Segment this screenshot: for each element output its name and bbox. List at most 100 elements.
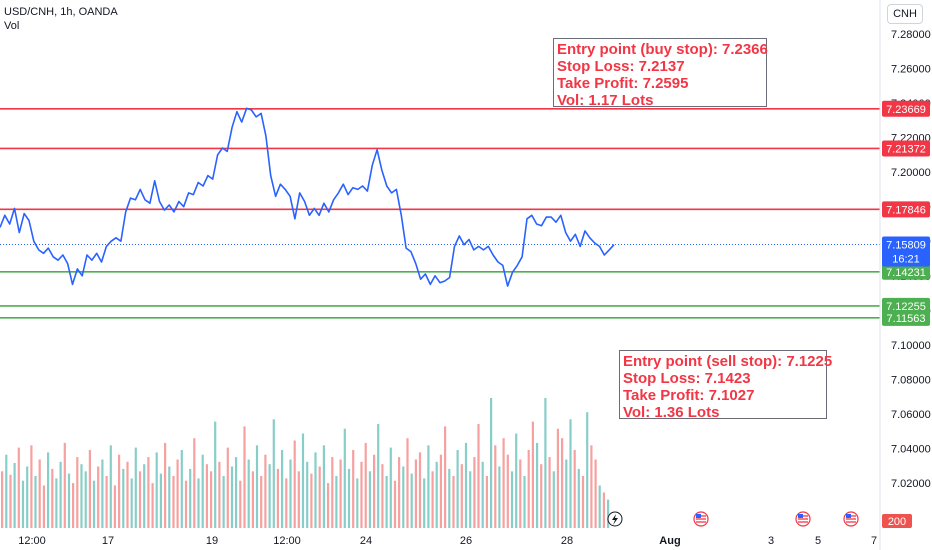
volume-bar [343,428,346,528]
volume-bar [398,457,401,528]
y-tick-label: 7.02000 [891,478,931,490]
event-markers[interactable] [607,511,859,527]
note-line: Stop Loss: 7.1423 [623,370,751,387]
us-flag-canton [846,514,851,518]
time-axis[interactable]: 12:00 17 19 12:00 24 26 28 Aug 3 5 7 [18,535,877,547]
volume-bar [172,476,175,528]
volume-bar [21,480,25,528]
price-line[interactable] [0,107,615,287]
volume-axis-tag [882,514,912,528]
volume-bar [67,473,71,528]
volume-bar [515,433,518,528]
volume-legend[interactable]: Vol [4,20,20,32]
y-tick-label: 7.04000 [891,443,931,455]
level-price-label: 7.21372 [886,143,926,155]
volume-bar [76,457,79,528]
volume-bar [97,466,100,528]
x-tick-label: 7 [871,535,877,547]
buy-stop-note[interactable]: Entry point (buy stop): 7.2366 Stop Loss… [553,38,768,109]
volume-bar [347,468,351,528]
volume-bar [607,499,610,528]
x-tick-label: 3 [768,535,774,547]
volume-bar [464,442,468,528]
volume-bar [92,480,96,528]
volume-bar [226,447,229,528]
volume-bar [460,464,463,528]
volume-bar [502,438,505,528]
currency-button[interactable]: CNH [887,4,923,24]
volume-bar [327,483,330,528]
volume-bar [42,485,45,528]
volume-bar [431,471,434,528]
x-tick-label: 12:00 [273,535,301,547]
symbol-title[interactable]: USD/CNH, 1h, OANDA [4,6,118,18]
volume-bar [113,485,116,528]
volume-bar [251,471,254,528]
y-tick-label: 7.20000 [891,167,931,179]
note-line: Take Profit: 7.1027 [623,387,755,404]
volume-bar [423,478,426,528]
volume-bar [314,452,317,528]
sell-stop-note[interactable]: Entry point (sell stop): 7.1225 Stop Los… [619,350,832,421]
volume-bar [448,468,451,528]
volume-bar [410,473,413,528]
volume-bar [5,454,8,528]
volume-bar [418,452,422,528]
volume-bar [485,476,488,528]
volume-bar [214,421,217,528]
volume-bar [360,461,363,528]
x-tick-label: 28 [561,535,573,547]
last-price-tag[interactable] [882,236,930,267]
price-axis[interactable]: 7.280007.260007.240007.220007.200007.180… [879,0,931,550]
volume-bar [594,459,597,528]
volume-bar [205,464,208,528]
volume-bar [373,454,376,528]
volume-bar [331,457,334,528]
volume-bars [1,398,610,528]
volume-bar [540,464,543,528]
x-tick-label: 24 [360,535,372,547]
volume-bar [143,464,146,528]
volume-bar [506,454,509,528]
volume-bar [147,457,150,528]
volume-bar [456,450,459,528]
x-tick-label: 5 [815,535,821,547]
lightning-icon[interactable] [607,511,623,527]
us-flag-icon[interactable] [795,511,811,527]
volume-bar [602,492,605,528]
volume-bar [289,459,292,528]
us-flag-icon[interactable] [693,511,709,527]
y-tick-label: 7.28000 [891,29,931,41]
volume-bar [402,466,405,528]
level-price-label: 7.11563 [887,313,926,325]
volume-bar [569,419,572,528]
volume-bar [222,476,225,528]
volume-bar [189,468,192,528]
countdown-label: 16:21 [892,254,920,266]
volume-bar [352,450,355,528]
volume-bar [385,476,388,528]
volume-bar [130,478,133,528]
us-flag-canton [798,514,803,518]
level-lines [0,107,880,319]
volume-bar [260,476,263,528]
us-flag-icon[interactable] [843,511,859,527]
volume-bar [531,421,534,528]
volume-bar [389,447,392,528]
volume-bar [138,471,142,528]
x-tick-label: 12:00 [18,535,46,547]
volume-bar [581,476,585,528]
volume-bar [239,480,242,528]
volume-bar [84,471,87,528]
volume-bar [519,459,522,528]
volume-bar [63,442,66,528]
volume-bar [72,483,75,528]
level-price-label: 7.17846 [886,204,926,216]
volume-bar [322,445,325,528]
volume-bar [134,447,137,528]
volume-bar [17,447,20,528]
volume-bar [109,445,112,528]
level-price-tag [882,201,930,218]
volume-bar [565,459,568,528]
